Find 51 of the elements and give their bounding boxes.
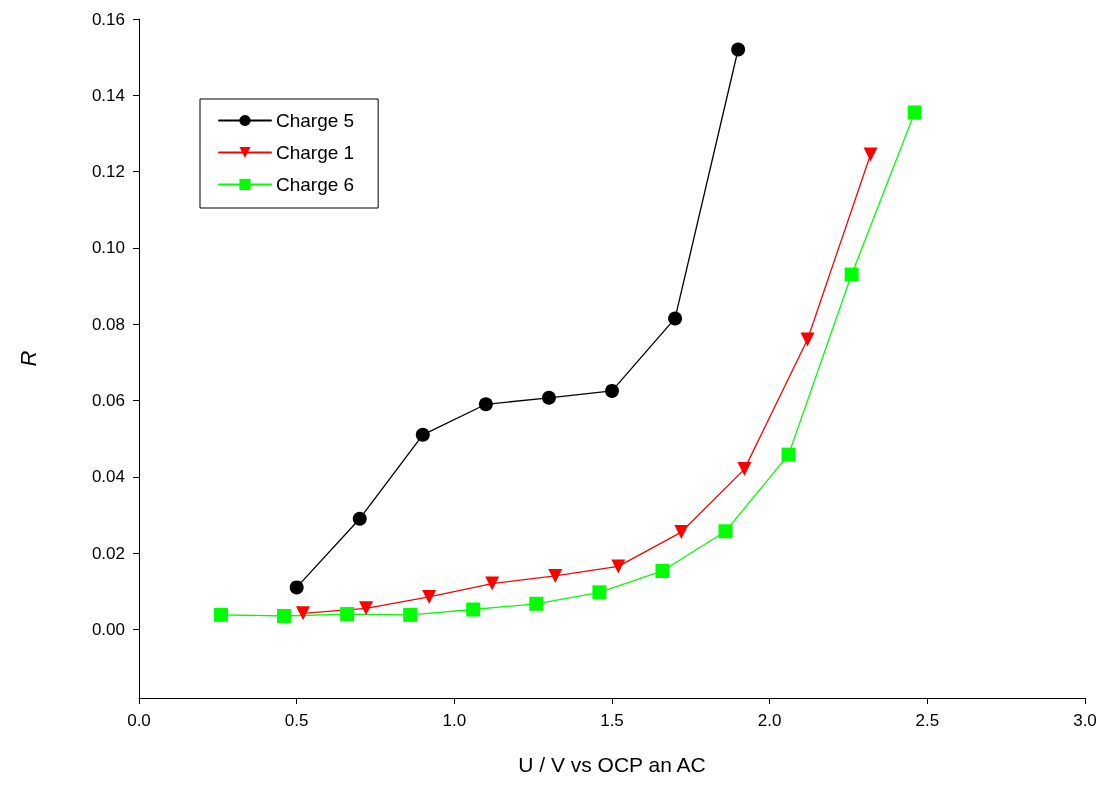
point bbox=[289, 580, 304, 595]
point bbox=[541, 390, 556, 405]
point bbox=[415, 427, 430, 442]
point bbox=[737, 462, 752, 477]
point bbox=[907, 105, 922, 120]
point bbox=[668, 311, 683, 326]
point bbox=[478, 397, 493, 412]
point bbox=[277, 608, 292, 623]
legend-label: Charge 5 bbox=[276, 110, 355, 131]
point bbox=[800, 332, 815, 347]
point bbox=[655, 563, 670, 578]
point bbox=[674, 525, 689, 540]
point bbox=[611, 559, 626, 574]
x-axis-title: U / V vs OCP an AC bbox=[518, 753, 706, 776]
x-tick-label: 2.5 bbox=[915, 711, 940, 730]
point bbox=[781, 447, 796, 462]
x-tick-label: 2.0 bbox=[757, 711, 782, 730]
legend-label: Charge 1 bbox=[276, 142, 355, 163]
y-tick-label: 0.04 bbox=[91, 467, 125, 487]
x-tick-label: 1.0 bbox=[442, 711, 467, 730]
y-tick-label: 0.16 bbox=[91, 9, 125, 29]
point bbox=[592, 585, 607, 600]
y-tick-label: 0.14 bbox=[91, 85, 125, 105]
point bbox=[844, 267, 859, 282]
y-axis-title: R bbox=[15, 350, 41, 367]
point bbox=[352, 511, 367, 526]
legend-label: Charge 6 bbox=[276, 174, 355, 195]
x-tick-label: 3.0 bbox=[1073, 711, 1097, 730]
point bbox=[403, 607, 418, 622]
point bbox=[295, 606, 310, 621]
y-tick-label: 0.10 bbox=[91, 238, 125, 258]
x-tick-label: 0.0 bbox=[127, 711, 151, 730]
point bbox=[605, 383, 619, 398]
y-tick-label: 0.02 bbox=[91, 543, 125, 563]
point bbox=[529, 596, 544, 611]
point bbox=[422, 589, 437, 604]
y-tick-label: 0.08 bbox=[91, 314, 125, 334]
point bbox=[485, 576, 500, 591]
point bbox=[718, 524, 733, 539]
y-tick-label: 0.06 bbox=[91, 390, 125, 410]
point bbox=[213, 607, 228, 622]
point bbox=[359, 601, 374, 616]
x-tick-label: 0.5 bbox=[284, 711, 309, 730]
point bbox=[466, 602, 481, 617]
point bbox=[731, 42, 746, 57]
x-tick-label: 1.5 bbox=[600, 711, 624, 730]
point bbox=[863, 147, 878, 162]
point bbox=[548, 568, 563, 583]
point bbox=[340, 607, 355, 622]
y-tick-label: 0.12 bbox=[91, 162, 125, 182]
y-tick-label: 0.00 bbox=[91, 619, 125, 639]
